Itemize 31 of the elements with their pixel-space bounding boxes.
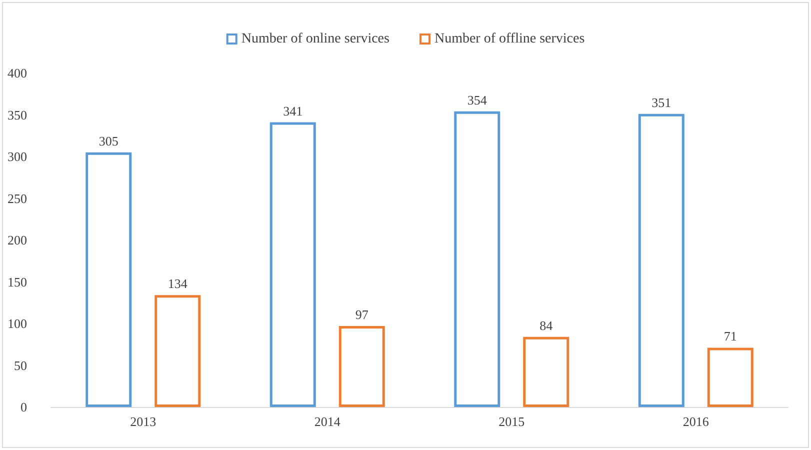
data-label: 97 [355, 307, 369, 322]
y-tick-label: 200 [8, 232, 27, 248]
data-label: 71 [724, 328, 737, 344]
bar [338, 326, 385, 407]
x-tick-label: 2013 [130, 414, 156, 429]
legend-label: Number of online services [241, 32, 390, 46]
bar [454, 111, 500, 407]
y-tick-label: 350 [8, 107, 27, 122]
y-tick-label: 0 [20, 400, 27, 414]
bar [523, 336, 570, 407]
data-label: 305 [98, 133, 118, 148]
y-tick-label: 250 [8, 190, 27, 206]
y-tick-label: 50 [14, 358, 27, 373]
data-label: 134 [168, 276, 188, 292]
legend-label: Number of offline services [434, 32, 585, 46]
bar [638, 114, 684, 407]
data-label: 341 [283, 103, 303, 118]
x-tick-label: 2014 [314, 414, 341, 429]
y-tick-label: 150 [8, 274, 27, 290]
y-tick-label: 400 [8, 66, 27, 80]
y-tick-label: 100 [8, 316, 27, 331]
bar [86, 152, 132, 407]
bar [707, 348, 754, 407]
data-label: 354 [467, 92, 488, 108]
x-tick-label: 2016 [682, 414, 710, 429]
bar [270, 122, 316, 407]
bar [154, 295, 201, 407]
data-label: 351 [652, 94, 672, 110]
data-label: 84 [540, 318, 554, 333]
y-tick-label: 300 [8, 149, 27, 164]
x-tick-label: 2015 [498, 414, 525, 429]
